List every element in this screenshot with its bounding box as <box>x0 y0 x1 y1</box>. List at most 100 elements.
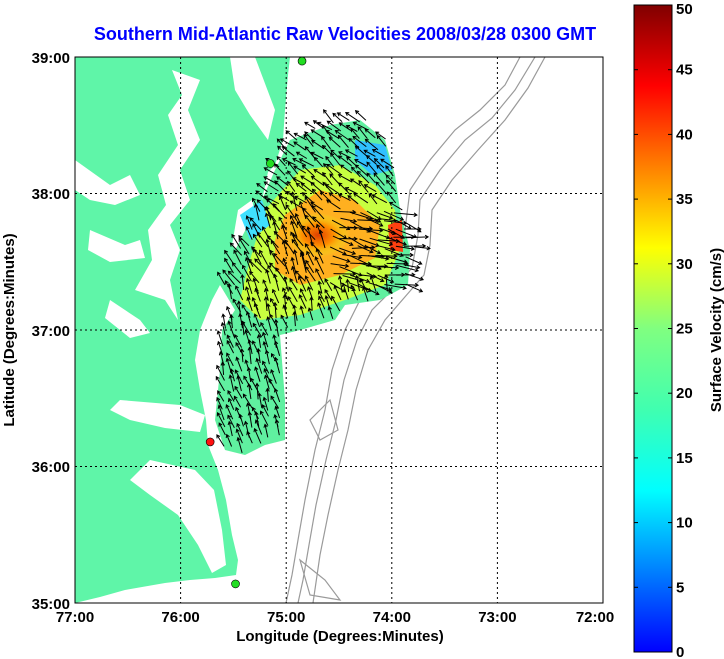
velocity-arrow <box>262 360 270 374</box>
velocity-arrow <box>385 174 396 185</box>
velocity-arrow <box>371 149 385 157</box>
velocity-arrow <box>294 270 306 282</box>
velocity-arrow <box>341 282 349 300</box>
velocity-arrow <box>304 146 316 160</box>
velocity-arrow <box>314 256 325 275</box>
grid-lines <box>75 57 603 603</box>
velocity-arrow <box>333 271 357 277</box>
velocity-arrow <box>311 188 323 201</box>
velocity-arrow <box>273 252 286 267</box>
velocity-arrow <box>217 404 225 421</box>
y-axis: 39:00 38:00 37:00 36:00 35:00 <box>32 50 70 613</box>
velocity-arrow <box>366 172 376 184</box>
velocity-arrow <box>215 375 225 392</box>
velocity-arrow <box>313 156 324 168</box>
velocity-arrow <box>260 321 269 336</box>
velocity-arrow <box>224 249 234 264</box>
velocity-arrow <box>300 182 315 194</box>
velocity-arrow <box>226 352 234 367</box>
velocity-arrow <box>317 302 325 319</box>
velocity-arrow <box>266 316 272 330</box>
velocity-arrow <box>349 274 371 283</box>
velocity-arrow <box>317 280 323 294</box>
velocity-arrow <box>217 271 226 286</box>
velocity-arrow <box>325 199 341 210</box>
velocity-arrow <box>238 237 250 255</box>
velocity-arrow <box>227 397 235 410</box>
velocity-arrow <box>236 436 243 454</box>
velocity-arrow <box>242 393 253 409</box>
velocity-arrow <box>356 170 370 184</box>
velocity-arrow <box>265 198 280 212</box>
velocity-arrow <box>371 194 388 204</box>
velocity-arrow <box>344 149 358 157</box>
velocity-arrow <box>262 279 269 292</box>
velocity-arrow <box>252 322 263 338</box>
velocity-arrow <box>318 290 325 303</box>
velocity-arrow <box>265 387 270 402</box>
velocity-arrow <box>362 286 369 302</box>
velocity-arrow <box>216 434 225 447</box>
velocity-arrow <box>354 274 360 292</box>
map-plot-area <box>75 57 603 603</box>
velocity-arrows <box>215 109 431 454</box>
x-tick-label: 74:00 <box>373 609 411 626</box>
velocity-arrow <box>231 233 242 249</box>
velocity-arrow <box>377 274 395 283</box>
velocity-arrow <box>222 269 235 286</box>
velocity-arrow <box>282 304 289 319</box>
velocity-arrow <box>298 158 315 167</box>
velocity-arrow <box>264 206 277 223</box>
velocity-arrow <box>350 166 361 178</box>
velocity-arrow <box>241 320 252 336</box>
velocity-arrow <box>404 272 425 281</box>
colorbar-gradient <box>633 4 673 653</box>
velocity-arrow <box>270 239 281 255</box>
velocity-arrow <box>344 187 358 195</box>
velocity-arrow <box>228 374 235 392</box>
velocity-arrow <box>405 283 424 293</box>
velocity-arrow <box>339 236 358 242</box>
velocity-arrow <box>276 176 289 187</box>
velocity-arrow <box>259 249 268 266</box>
velocity-arrow <box>301 164 315 177</box>
velocity-arrow <box>292 157 307 166</box>
velocity-arrow <box>306 250 314 266</box>
velocity-arrow <box>349 178 362 187</box>
velocity-arrow <box>229 242 243 256</box>
velocity-arrow <box>330 149 341 160</box>
velocity-arrow <box>405 256 423 265</box>
colorbar-tick-label: 25 <box>676 321 693 338</box>
velocity-arrow <box>225 404 234 420</box>
velocity-arrow <box>253 427 262 444</box>
velocity-arrow <box>325 130 340 140</box>
velocity-arrow <box>236 422 244 437</box>
velocity-arrow <box>269 249 279 265</box>
velocity-arrow <box>245 226 253 240</box>
velocity-arrow <box>323 163 334 175</box>
velocity-arrow <box>299 288 307 302</box>
velocity-arrow <box>301 225 316 241</box>
colorbar-tick-label: 35 <box>676 191 693 208</box>
station-marker <box>205 437 215 447</box>
station-marker <box>297 57 307 66</box>
chesapeake-bay <box>135 70 200 320</box>
velocity-arrow <box>295 182 307 192</box>
velocity-arrow <box>293 165 307 174</box>
velocity-arrow <box>270 395 280 409</box>
velocity-arrow <box>296 220 308 238</box>
velocity-arrow <box>239 348 245 363</box>
velocity-arrow <box>216 364 225 381</box>
velocity-arrow <box>261 404 269 417</box>
velocity-arrow <box>339 247 357 255</box>
x-tick-label: 72:00 <box>576 609 614 626</box>
velocity-arrow <box>310 181 323 193</box>
velocity-arrow <box>263 374 270 390</box>
velocity-arrow <box>395 245 416 251</box>
velocity-arrow <box>369 237 394 247</box>
velocity-arrow <box>377 245 396 252</box>
velocity-arrow <box>318 295 326 310</box>
velocity-arrow <box>254 366 261 382</box>
velocity-arrow <box>217 390 225 402</box>
velocity-arrow <box>235 428 243 444</box>
